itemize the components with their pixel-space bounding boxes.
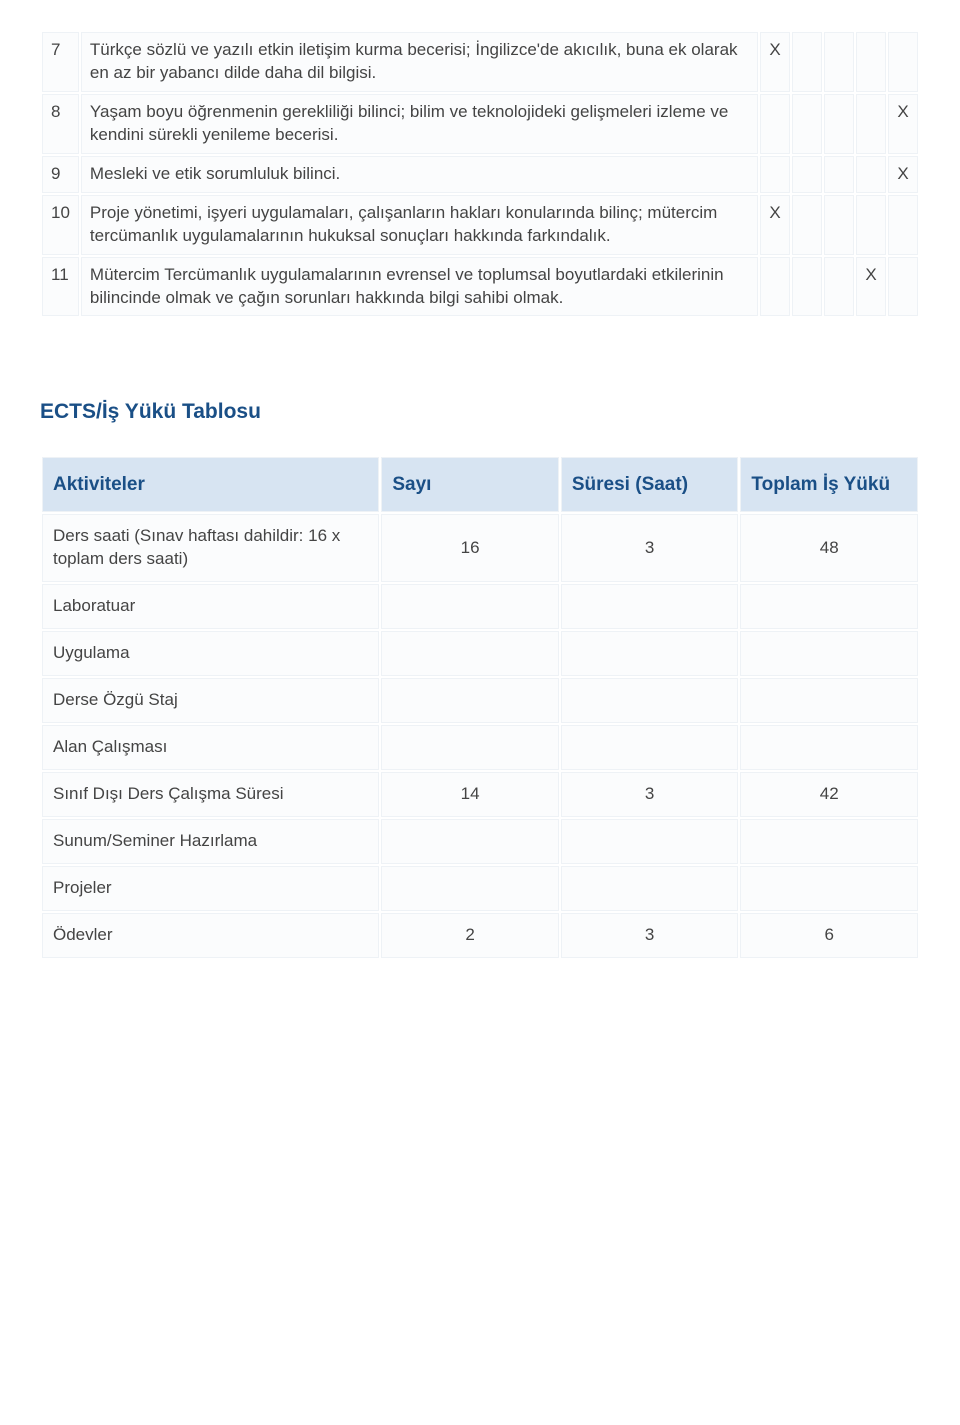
outcome-mark — [760, 156, 790, 193]
outcome-mark — [824, 257, 854, 317]
workload-activity: Ders saati (Sınav haftası dahildir: 16 x… — [42, 514, 379, 582]
workload-header-activities: Aktiviteler — [42, 457, 379, 513]
workload-count: 14 — [381, 772, 559, 817]
workload-activity: Ödevler — [42, 913, 379, 958]
workload-header-row: Aktiviteler Sayı Süresi (Saat) Toplam İş… — [42, 457, 918, 513]
workload-total — [740, 866, 918, 911]
workload-count — [381, 678, 559, 723]
outcome-mark — [792, 94, 822, 154]
workload-row: Sunum/Seminer Hazırlama — [42, 819, 918, 864]
workload-row: Projeler — [42, 866, 918, 911]
outcome-mark — [856, 156, 886, 193]
workload-activity: Derse Özgü Staj — [42, 678, 379, 723]
outcome-mark: X — [760, 195, 790, 255]
workload-count — [381, 725, 559, 770]
workload-total — [740, 678, 918, 723]
workload-duration — [561, 631, 739, 676]
outcome-row: 7Türkçe sözlü ve yazılı etkin iletişim k… — [42, 32, 918, 92]
outcome-mark — [792, 257, 822, 317]
workload-total: 42 — [740, 772, 918, 817]
outcome-mark — [760, 257, 790, 317]
workload-duration: 3 — [561, 514, 739, 582]
workload-header-count: Sayı — [381, 457, 559, 513]
workload-row: Ödevler236 — [42, 913, 918, 958]
workload-total: 6 — [740, 913, 918, 958]
workload-row: Alan Çalışması — [42, 725, 918, 770]
workload-count: 2 — [381, 913, 559, 958]
outcome-description: Proje yönetimi, işyeri uygulamaları, çal… — [81, 195, 758, 255]
workload-count — [381, 866, 559, 911]
workload-total — [740, 631, 918, 676]
outcome-mark — [856, 94, 886, 154]
outcome-row: 9Mesleki ve etik sorumluluk bilinci. X — [42, 156, 918, 193]
outcome-description: Yaşam boyu öğrenmenin gerekliliği bilinc… — [81, 94, 758, 154]
outcome-mark: X — [888, 156, 918, 193]
outcome-number: 8 — [42, 94, 79, 154]
outcome-description: Mütercim Tercümanlık uygulamalarının evr… — [81, 257, 758, 317]
outcome-mark — [792, 195, 822, 255]
workload-table: Aktiviteler Sayı Süresi (Saat) Toplam İş… — [40, 455, 920, 960]
workload-activity: Laboratuar — [42, 584, 379, 629]
workload-total — [740, 819, 918, 864]
workload-count: 16 — [381, 514, 559, 582]
outcome-number: 7 — [42, 32, 79, 92]
outcome-number: 10 — [42, 195, 79, 255]
workload-row: Uygulama — [42, 631, 918, 676]
workload-header-duration: Süresi (Saat) — [561, 457, 739, 513]
workload-duration — [561, 819, 739, 864]
outcome-mark — [888, 195, 918, 255]
outcome-description: Türkçe sözlü ve yazılı etkin iletişim ku… — [81, 32, 758, 92]
outcome-mark — [760, 94, 790, 154]
workload-duration — [561, 725, 739, 770]
workload-duration — [561, 584, 739, 629]
outcome-mark — [824, 156, 854, 193]
workload-row: Laboratuar — [42, 584, 918, 629]
outcome-mark — [824, 94, 854, 154]
workload-row: Derse Özgü Staj — [42, 678, 918, 723]
workload-total: 48 — [740, 514, 918, 582]
outcome-mark — [856, 195, 886, 255]
outcome-mark — [824, 32, 854, 92]
workload-row: Ders saati (Sınav haftası dahildir: 16 x… — [42, 514, 918, 582]
workload-total — [740, 584, 918, 629]
outcome-number: 11 — [42, 257, 79, 317]
workload-row: Sınıf Dışı Ders Çalışma Süresi14342 — [42, 772, 918, 817]
outcome-row: 11Mütercim Tercümanlık uygulamalarının e… — [42, 257, 918, 317]
workload-count — [381, 819, 559, 864]
workload-activity: Alan Çalışması — [42, 725, 379, 770]
workload-duration — [561, 866, 739, 911]
outcomes-table: 7Türkçe sözlü ve yazılı etkin iletişim k… — [40, 30, 920, 318]
workload-duration: 3 — [561, 913, 739, 958]
workload-duration — [561, 678, 739, 723]
outcome-mark: X — [760, 32, 790, 92]
outcome-mark — [856, 32, 886, 92]
workload-activity: Sınıf Dışı Ders Çalışma Süresi — [42, 772, 379, 817]
outcome-mark — [792, 32, 822, 92]
outcome-mark — [792, 156, 822, 193]
outcome-mark — [888, 32, 918, 92]
outcome-number: 9 — [42, 156, 79, 193]
workload-activity: Uygulama — [42, 631, 379, 676]
workload-duration: 3 — [561, 772, 739, 817]
workload-total — [740, 725, 918, 770]
outcome-mark: X — [856, 257, 886, 317]
outcome-description: Mesleki ve etik sorumluluk bilinci. — [81, 156, 758, 193]
workload-count — [381, 584, 559, 629]
workload-activity: Sunum/Seminer Hazırlama — [42, 819, 379, 864]
outcome-mark — [888, 257, 918, 317]
workload-header-total: Toplam İş Yükü — [740, 457, 918, 513]
workload-count — [381, 631, 559, 676]
outcome-row: 8Yaşam boyu öğrenmenin gerekliliği bilin… — [42, 94, 918, 154]
section-title-ects: ECTS/İş Yükü Tablosu — [40, 398, 920, 426]
outcome-mark: X — [888, 94, 918, 154]
outcome-row: 10Proje yönetimi, işyeri uygulamaları, ç… — [42, 195, 918, 255]
workload-activity: Projeler — [42, 866, 379, 911]
outcome-mark — [824, 195, 854, 255]
